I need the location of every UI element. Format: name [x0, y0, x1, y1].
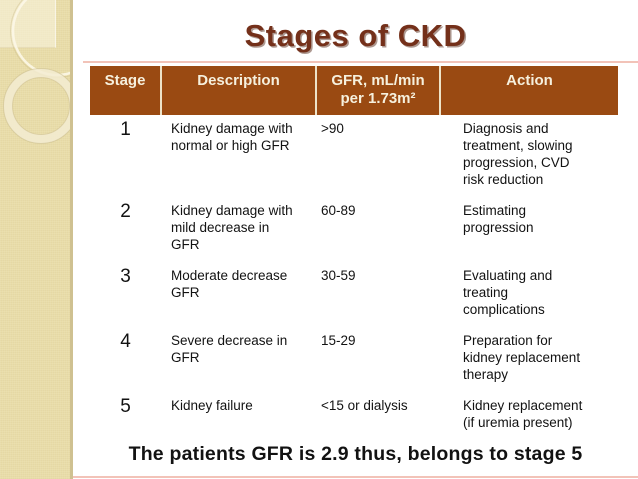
table-row: 2 Kidney damage with mild decrease in GF… [90, 197, 618, 262]
title-underline [83, 61, 638, 63]
cell-description: Kidney failure [171, 398, 253, 413]
slide-title: Stages of CKD [244, 18, 467, 53]
cell-action: Kidney replacement (if uremia present) [463, 398, 583, 430]
sidebar-corner-box [0, 0, 56, 48]
table-row: 5 Kidney failure <15 or dialysis Kidney … [90, 392, 618, 440]
slide-content: Stages of CKD Stage Description GFR, mL/… [73, 0, 638, 479]
cell-stage: 3 [120, 266, 131, 287]
circles-decoration-icon [3, 0, 70, 144]
sidebar-decoration [0, 0, 73, 479]
cell-action: Evaluating and treating complications [463, 268, 553, 317]
ckd-stages-table: Stage Description GFR, mL/min per 1.73m²… [90, 66, 618, 440]
cell-gfr: >90 [321, 121, 344, 136]
cell-description: Severe decrease in GFR [171, 333, 288, 365]
col-header-gfr: GFR, mL/min per 1.73m² [315, 66, 440, 115]
cell-gfr: 15-29 [321, 333, 356, 348]
cell-stage: 5 [120, 396, 131, 417]
cell-description: Kidney damage with mild decrease in GFR [171, 203, 293, 252]
table-header-row: Stage Description GFR, mL/min per 1.73m²… [90, 66, 618, 115]
bottom-accent-line [73, 476, 638, 478]
cell-action: Estimating progression [463, 203, 534, 235]
col-header-action: Action [439, 66, 618, 115]
conclusion-note: The patients GFR is 2.9 thus, belongs to… [128, 443, 583, 465]
cell-gfr: <15 or dialysis [321, 398, 408, 413]
cell-stage: 4 [120, 331, 131, 352]
cell-stage: 2 [120, 201, 131, 222]
cell-action: Preparation for kidney replacement thera… [463, 333, 581, 382]
table-row: 4 Severe decrease in GFR 15-29 Preparati… [90, 327, 618, 392]
col-header-stage: Stage [90, 66, 161, 115]
cell-gfr: 30-59 [321, 268, 356, 283]
cell-description: Moderate decrease GFR [171, 268, 288, 300]
cell-action: Diagnosis and treatment, slowing progres… [463, 121, 573, 187]
col-header-description: Description [160, 66, 316, 115]
table-row: 3 Moderate decrease GFR 30-59 Evaluating… [90, 262, 618, 327]
cell-stage: 1 [120, 119, 131, 140]
table-row: 1 Kidney damage with normal or high GFR … [90, 115, 618, 197]
cell-description: Kidney damage with normal or high GFR [171, 121, 293, 153]
cell-gfr: 60-89 [321, 203, 356, 218]
